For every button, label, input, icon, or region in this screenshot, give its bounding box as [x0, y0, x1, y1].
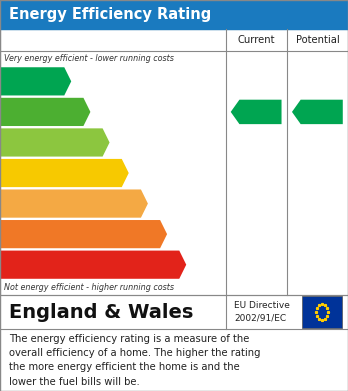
Polygon shape — [292, 100, 343, 124]
Text: (21-38): (21-38) — [5, 230, 34, 239]
Text: G: G — [172, 257, 185, 272]
Text: 86: 86 — [315, 104, 336, 119]
Text: (39-54): (39-54) — [5, 199, 34, 208]
Text: (1-20): (1-20) — [5, 260, 29, 269]
Text: Current: Current — [237, 35, 275, 45]
Polygon shape — [0, 190, 148, 218]
Polygon shape — [0, 128, 110, 156]
Text: 86: 86 — [253, 104, 275, 119]
Text: A: A — [58, 74, 70, 89]
Polygon shape — [0, 220, 167, 248]
Text: The energy efficiency rating is a measure of the
overall efficiency of a home. T: The energy efficiency rating is a measur… — [9, 334, 260, 387]
Text: 2002/91/EC: 2002/91/EC — [234, 314, 286, 323]
Text: F: F — [154, 227, 165, 242]
Polygon shape — [231, 100, 282, 124]
Text: (92-100): (92-100) — [5, 77, 39, 86]
Text: (81-91): (81-91) — [5, 108, 34, 117]
Bar — [302, 296, 342, 328]
Bar — [0, 0, 348, 29]
Polygon shape — [0, 67, 71, 95]
Text: England & Wales: England & Wales — [9, 303, 193, 321]
Text: C: C — [96, 135, 108, 150]
Text: B: B — [77, 104, 88, 119]
Bar — [0, 29, 348, 295]
Text: (69-80): (69-80) — [5, 138, 34, 147]
Text: E: E — [135, 196, 145, 211]
Text: Very energy efficient - lower running costs: Very energy efficient - lower running co… — [4, 54, 174, 63]
Text: D: D — [115, 165, 127, 181]
Text: Not energy efficient - higher running costs: Not energy efficient - higher running co… — [4, 283, 174, 292]
Text: Potential: Potential — [295, 35, 339, 45]
Text: (55-68): (55-68) — [5, 169, 34, 178]
Polygon shape — [0, 251, 186, 279]
Text: EU Directive: EU Directive — [234, 301, 290, 310]
Text: Energy Efficiency Rating: Energy Efficiency Rating — [9, 7, 211, 22]
Polygon shape — [0, 159, 129, 187]
Polygon shape — [0, 98, 90, 126]
